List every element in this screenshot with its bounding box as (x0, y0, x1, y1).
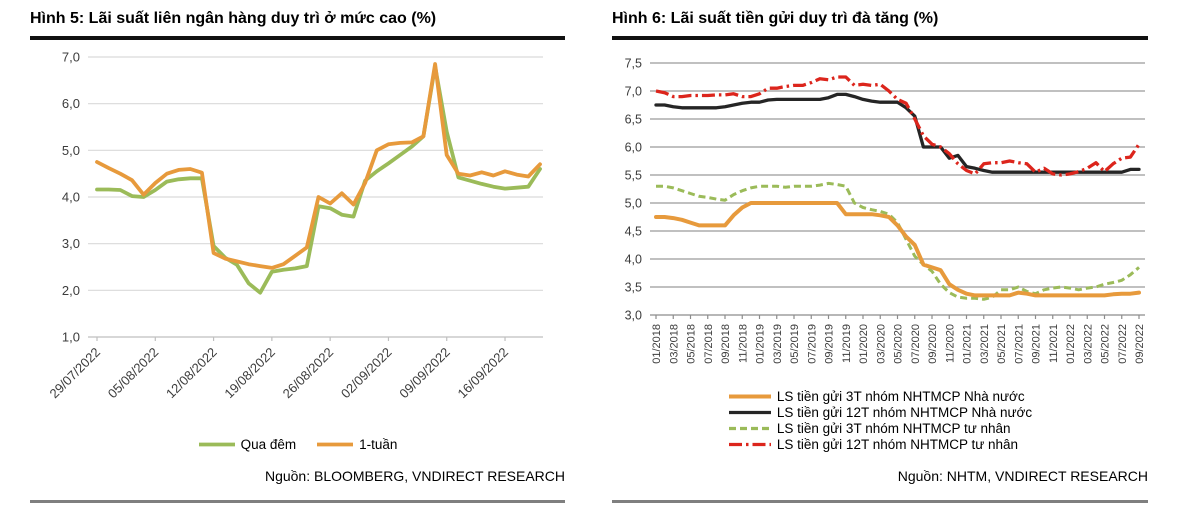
y-tick-label: 2,0 (62, 283, 80, 298)
x-tick-label: 12/08/2022 (163, 345, 220, 402)
x-tick-label: 05/2019 (789, 324, 801, 364)
series-line (654, 201, 1141, 298)
x-tick-label: 03/2018 (668, 324, 680, 364)
legend-line-sample (728, 442, 771, 447)
x-tick-label: 09/2019 (824, 324, 836, 364)
series-line (654, 92, 1141, 174)
legend-line-sample (728, 410, 771, 415)
legend-item: LS tiền gửi 3T nhóm NHTMCP Nhà nước (728, 389, 1025, 404)
x-tick-label: 01/2019 (755, 324, 767, 364)
legend-label: 1-tuần (359, 437, 398, 452)
x-tick-label: 11/2019 (841, 324, 853, 363)
x-tick-label: 01/2020 (858, 324, 870, 364)
y-tick-label: 3,0 (625, 309, 642, 323)
x-tick-label: 07/2021 (1013, 324, 1025, 364)
y-tick-label: 5,5 (625, 169, 642, 183)
figure5-legend: Qua đêm 1-tuần (30, 437, 565, 452)
figure5-line-chart: 1,0 2,0 3,0 4,0 5,0 6,0 7,0 29/07/2022 05/08/202… (46, 50, 543, 402)
figure6-title-rule (612, 36, 1148, 40)
legend-label: Qua đêm (240, 437, 297, 452)
figure5-bottom-rule (30, 500, 565, 503)
series-line (95, 62, 542, 270)
y-tick-label: 6,0 (62, 96, 80, 111)
legend-item: LS tiền gửi 12T nhóm NHTMCP Nhà nước (728, 405, 1032, 420)
x-tick-label: 11/2021 (1048, 324, 1060, 363)
legend-items: Qua đêm 1-tuần (198, 437, 397, 452)
x-tick-label: 01/2022 (1065, 324, 1077, 364)
figure5-panel: Hình 5: Lãi suất liên ngân hàng duy trì … (30, 0, 565, 521)
x-tick-label: 05/2022 (1100, 324, 1112, 364)
x-tick-label: 07/2022 (1117, 324, 1129, 364)
x-tick-label: 19/08/2022 (221, 345, 278, 402)
y-tick-label: 6,5 (625, 113, 642, 127)
legend-line-sample (198, 442, 235, 447)
x-tick-label: 03/2021 (979, 324, 991, 364)
series-line (655, 75, 1141, 177)
y-tick-label: 4,0 (62, 190, 80, 205)
figure6-title: Hình 6: Lãi suất tiền gửi duy trì đà tăn… (612, 10, 939, 27)
x-tick-label: 09/09/2022 (396, 345, 453, 402)
series-line (95, 64, 542, 295)
y-tick-label: 7,0 (625, 85, 642, 99)
series-line (656, 181, 1140, 301)
x-tick-label: 02/09/2022 (338, 345, 395, 402)
y-tick-label: 5,0 (62, 143, 80, 158)
y-tick-label: 7,5 (625, 57, 642, 71)
x-tick-label: 09/2022 (1134, 324, 1146, 364)
x-tick-label: 05/08/2022 (105, 345, 162, 402)
legend-line-sample (728, 426, 771, 431)
x-tick-label: 05/2018 (686, 324, 698, 364)
legend-line-sample (728, 394, 771, 399)
x-tick-label: 05/2021 (996, 324, 1008, 364)
figure5-source: Nguồn: BLOOMBERG, VNDIRECT RESEARCH (264, 468, 565, 484)
x-tick-label: 03/2019 (772, 324, 784, 364)
legend-item: Qua đêm (198, 437, 297, 452)
figure6-bottom-rule (612, 500, 1148, 503)
x-tick-label: 07/2020 (910, 324, 922, 364)
x-tick-label: 03/2020 (875, 324, 887, 364)
x-tick-label: 09/2020 (927, 324, 939, 364)
legend-line-sample (317, 442, 354, 447)
y-tick-label: 4,5 (625, 225, 642, 239)
x-tick-label: 07/2019 (806, 324, 818, 364)
x-tick-label: 03/2022 (1082, 324, 1094, 364)
x-tick-label: 26/08/2022 (280, 345, 337, 402)
figure6-legend: LS tiền gửi 3T nhóm NHTMCP Nhà nước LS ti… (612, 389, 1148, 452)
x-tick-label: 09/2018 (720, 324, 732, 364)
y-tick-label: 3,5 (625, 281, 642, 295)
legend-item: LS tiền gửi 12T nhóm NHTMCP tư nhân (728, 437, 1018, 452)
figure6-source: Nguồn: NHTM, VNDIRECT RESEARCH (897, 468, 1148, 484)
legend-label: LS tiền gửi 12T nhóm NHTMCP Nhà nước (776, 405, 1033, 420)
y-tick-label: 3,0 (62, 236, 80, 251)
legend-item: 1-tuần (316, 437, 397, 452)
figure6-line-chart: 3,0 3,5 4,0 4,5 5,0 5,5 6,0 6,5 7,0 7,5 01/2018 03/… (625, 57, 1146, 364)
x-tick-label: 07/2018 (703, 324, 715, 364)
x-tick-label: 05/2020 (893, 324, 905, 364)
x-tick-label: 01/2018 (651, 324, 663, 364)
x-tick-label: 29/07/2022 (46, 345, 103, 402)
x-tick-label: 09/2021 (1031, 324, 1043, 364)
y-tick-label: 7,0 (62, 50, 80, 65)
y-tick-label: 6,0 (625, 141, 642, 155)
legend-label: LS tiền gửi 12T nhóm NHTMCP tư nhân (776, 437, 1019, 452)
legend-items: LS tiền gửi 3T nhóm NHTMCP Nhà nước LS ti… (728, 389, 1032, 452)
figure5-title: Hình 5: Lãi suất liên ngân hàng duy trì … (30, 10, 437, 27)
legend-label: LS tiền gửi 3T nhóm NHTMCP tư nhân (776, 421, 1011, 436)
x-tick-label: 16/09/2022 (455, 345, 512, 402)
y-tick-label: 4,0 (625, 253, 642, 267)
figure6-panel: Hình 6: Lãi suất tiền gửi duy trì đà tăn… (612, 0, 1148, 521)
y-tick-label: 5,0 (625, 197, 642, 211)
x-tick-label: 11/2020 (944, 324, 956, 363)
figure5-title-rule (30, 36, 565, 40)
x-tick-label: 11/2018 (737, 324, 749, 363)
x-tick-label: 01/2021 (962, 324, 974, 364)
legend-label: LS tiền gửi 3T nhóm NHTMCP Nhà nước (776, 389, 1025, 404)
y-tick-label: 1,0 (62, 330, 80, 345)
legend-item: LS tiền gửi 3T nhóm NHTMCP tư nhân (728, 421, 1011, 436)
